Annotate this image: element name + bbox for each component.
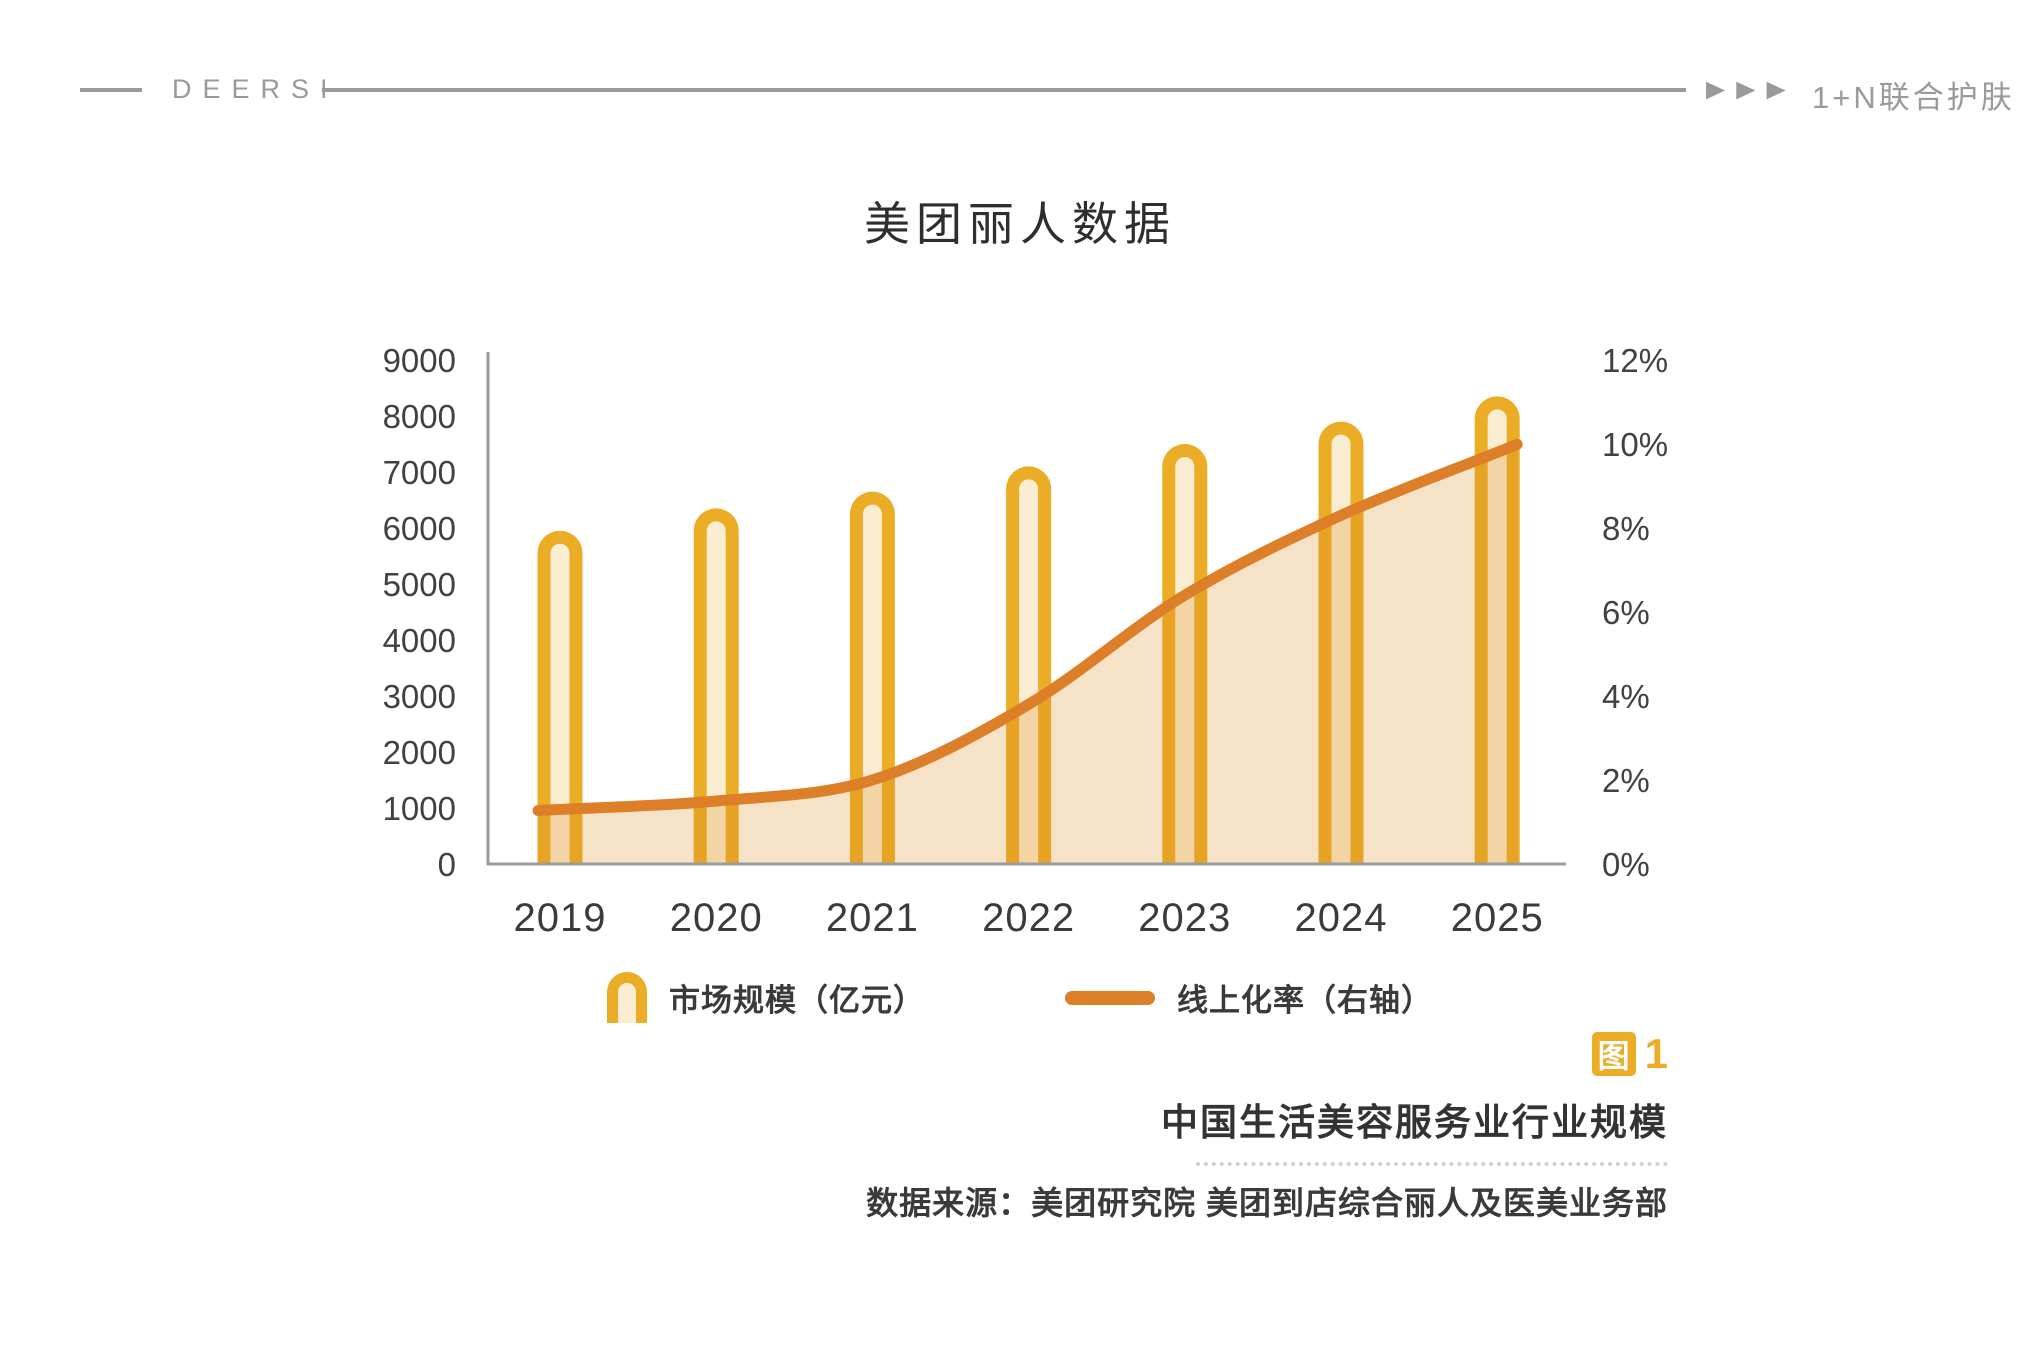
play-arrow-icon: ▶ bbox=[1766, 76, 1786, 102]
play-arrow-icon: ▶ bbox=[1706, 76, 1726, 102]
right-axis-tick-6: 6% bbox=[1602, 594, 1650, 631]
left-axis-tick-2000: 2000 bbox=[383, 734, 456, 771]
figure-label: 图 1 bbox=[866, 1030, 1668, 1078]
figure-title: 中国生活美容服务业行业规模 bbox=[1161, 1102, 1668, 1143]
header-tagline: 1+N联合护肤 bbox=[1812, 80, 2015, 115]
left-axis-tick-7000: 7000 bbox=[383, 454, 456, 491]
left-axis-tick-0: 0 bbox=[438, 846, 456, 883]
axis-lines bbox=[486, 352, 1566, 866]
legend-item-online-rate: 线上化率（右轴） bbox=[1065, 975, 1433, 1020]
left-axis-tick-5000: 5000 bbox=[383, 566, 456, 603]
x-axis-label-2024: 2024 bbox=[1295, 896, 1388, 940]
right-axis-tick-2: 2% bbox=[1602, 762, 1650, 799]
online-rate-line bbox=[532, 438, 1523, 817]
left-axis-tick-4000: 4000 bbox=[383, 622, 456, 659]
chart-legend: 市场规模（亿元） 线上化率（右轴） bbox=[0, 972, 2040, 1023]
x-axis-label-2019: 2019 bbox=[514, 896, 607, 940]
left-axis-tick-8000: 8000 bbox=[383, 398, 456, 435]
left-axis-tick-9000: 9000 bbox=[383, 342, 456, 379]
left-axis-tick-6000: 6000 bbox=[383, 510, 456, 547]
legend-item-market-size: 市场规模（亿元） bbox=[607, 972, 925, 1023]
right-axis-tick-10: 10% bbox=[1602, 426, 1668, 463]
figure-number: 1 bbox=[1644, 1030, 1668, 1077]
right-axis-tick-12: 12% bbox=[1602, 342, 1668, 379]
header-arrows: ▶ ▶ ▶ bbox=[1706, 74, 1797, 104]
figure-badge: 图 bbox=[1591, 1032, 1636, 1076]
page-title: 美团丽人数据 bbox=[864, 198, 1176, 250]
right-axis-tick-8: 8% bbox=[1602, 510, 1650, 547]
dotted-divider bbox=[1196, 1162, 1668, 1166]
right-axis-tick-0: 0% bbox=[1602, 846, 1650, 883]
line-series-legend-icon bbox=[1065, 990, 1155, 1005]
figure-caption: 图 1 中国生活美容服务业行业规模 数据来源：美团研究院 美团到店综合丽人及医美… bbox=[866, 1030, 1668, 1224]
x-axis-label-2025: 2025 bbox=[1451, 896, 1544, 940]
header-rule bbox=[322, 88, 1686, 92]
left-axis-tick-1000: 1000 bbox=[383, 790, 456, 827]
left-axis-tick-3000: 3000 bbox=[383, 678, 456, 715]
play-arrow-icon: ▶ bbox=[1736, 76, 1756, 102]
x-axis-label-2020: 2020 bbox=[670, 896, 763, 940]
brand-logo: DEERSI bbox=[172, 74, 339, 104]
legend-label-market-size: 市场规模（亿元） bbox=[669, 983, 925, 1018]
x-axis-label-2023: 2023 bbox=[1138, 896, 1231, 940]
legend-label-online-rate: 线上化率（右轴） bbox=[1177, 983, 1433, 1018]
right-axis-tick-4: 4% bbox=[1602, 678, 1650, 715]
bar-series-legend-icon bbox=[607, 972, 647, 1023]
x-axis-label-2022: 2022 bbox=[982, 896, 1075, 940]
x-axis-label-2021: 2021 bbox=[826, 896, 919, 940]
header-dash-rule bbox=[80, 88, 142, 92]
figure-source: 数据来源：美团研究院 美团到店综合丽人及医美业务部 bbox=[866, 1185, 1668, 1221]
